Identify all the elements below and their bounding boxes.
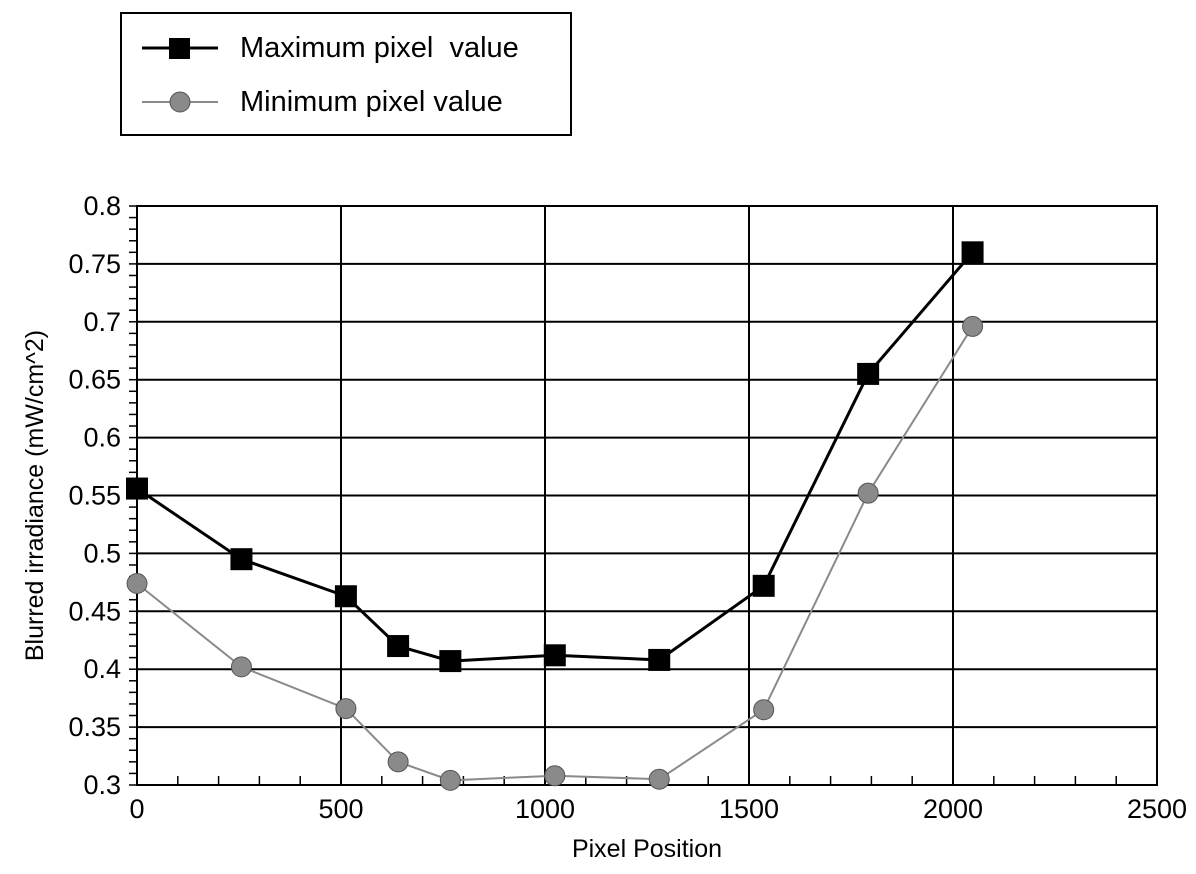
data-point-min — [126, 573, 148, 595]
series — [126, 241, 984, 791]
data-point-max — [543, 644, 566, 667]
data-point-max — [648, 648, 671, 671]
y-tick-label: 0.75 — [68, 249, 121, 279]
legend: Maximum pixel value Minimum pixel value — [120, 12, 572, 136]
legend-swatch-maximum — [142, 38, 218, 59]
x-tick-labels: 0 500 1000 1500 2000 2500 — [129, 794, 1187, 824]
data-point-min — [439, 769, 461, 791]
data-point-max — [752, 574, 775, 597]
y-axis-title: Blurred irradiance (mW/cm^2) — [21, 330, 49, 661]
data-point-max — [230, 548, 253, 571]
x-tick-label: 2000 — [923, 794, 983, 824]
y-tick-label: 0.65 — [68, 365, 121, 395]
data-point-max — [387, 635, 410, 658]
y-tick-label: 0.8 — [83, 191, 121, 221]
y-tick-label: 0.7 — [83, 307, 121, 337]
data-point-min — [387, 751, 409, 773]
data-point-min — [753, 699, 775, 721]
series-0 — [126, 241, 984, 673]
legend-label-maximum: Maximum pixel value — [240, 32, 519, 64]
series-line-1 — [136, 325, 974, 782]
data-point-min — [335, 698, 357, 720]
y-tick-label: 0.3 — [83, 770, 121, 800]
data-point-max — [857, 362, 880, 385]
data-point-max — [126, 477, 148, 500]
legend-item-minimum: Minimum pixel value — [122, 82, 570, 122]
x-tick-label: 1000 — [515, 794, 575, 824]
grid — [136, 205, 1158, 786]
data-point-min — [857, 482, 879, 504]
y-tick-label: 0.35 — [68, 712, 121, 742]
data-point-max — [334, 585, 357, 608]
data-point-max — [961, 241, 984, 264]
y-tick-label: 0.55 — [68, 481, 121, 511]
x-axis-title: Pixel Position — [572, 835, 722, 863]
legend-swatch-minimum — [142, 91, 218, 113]
x-tick-label: 0 — [129, 794, 144, 824]
legend-item-maximum: Maximum pixel value — [122, 28, 570, 68]
legend-label-minimum: Minimum pixel value — [240, 86, 503, 118]
data-point-max — [439, 650, 462, 673]
data-point-min — [648, 768, 670, 790]
y-tick-label: 0.5 — [83, 538, 121, 568]
series-1 — [126, 315, 984, 791]
y-tick-label: 0.4 — [83, 654, 121, 684]
y-tick-label: 0.6 — [83, 423, 121, 453]
y-tick-labels: 0.3 0.35 0.4 0.45 0.5 0.55 0.6 0.65 0.7 0.75 0.8 — [68, 191, 121, 800]
y-tick-label: 0.45 — [68, 596, 121, 626]
data-point-min — [544, 765, 566, 787]
x-tick-label: 500 — [318, 794, 363, 824]
x-tick-label: 2500 — [1127, 794, 1187, 824]
x-tick-label: 1500 — [719, 794, 779, 824]
series-line-0 — [136, 251, 974, 663]
data-point-min — [230, 656, 252, 678]
data-point-min — [962, 315, 984, 337]
